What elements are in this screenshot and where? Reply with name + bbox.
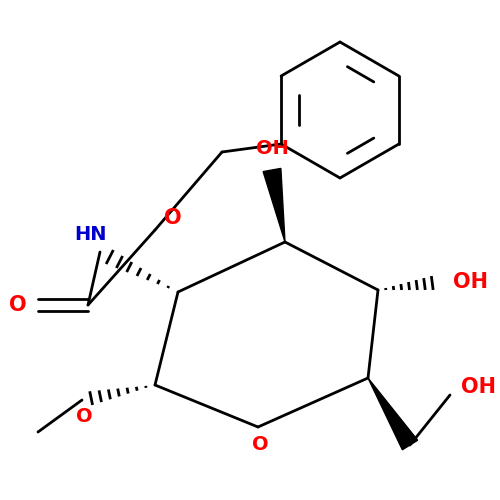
Text: O: O <box>76 408 92 426</box>
Polygon shape <box>368 378 418 450</box>
Polygon shape <box>263 168 285 242</box>
Text: HN: HN <box>74 224 106 244</box>
Text: O: O <box>252 436 268 454</box>
Text: O: O <box>164 208 182 228</box>
Text: O: O <box>9 295 27 315</box>
Text: OH: OH <box>452 272 488 292</box>
Text: OH: OH <box>460 377 496 397</box>
Text: OH: OH <box>256 138 288 158</box>
